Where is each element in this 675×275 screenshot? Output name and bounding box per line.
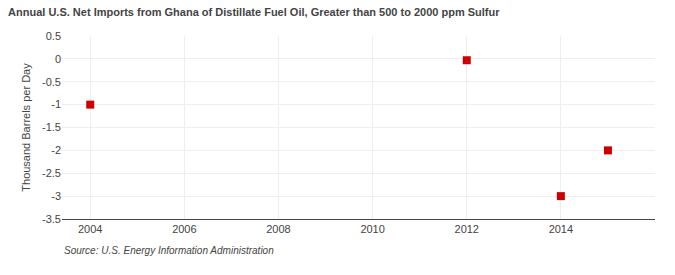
svg-text:-2.5: -2.5 bbox=[42, 167, 61, 179]
svg-text:Thousand Barrels per Day: Thousand Barrels per Day bbox=[20, 63, 32, 192]
svg-text:2006: 2006 bbox=[172, 223, 196, 235]
svg-text:0.5: 0.5 bbox=[46, 30, 61, 42]
svg-text:-1.5: -1.5 bbox=[42, 121, 61, 133]
svg-text:-2: -2 bbox=[51, 144, 61, 156]
svg-text:2008: 2008 bbox=[266, 223, 290, 235]
svg-text:Source: U.S. Energy Informatio: Source: U.S. Energy Information Administ… bbox=[64, 245, 274, 256]
svg-text:0: 0 bbox=[55, 53, 61, 65]
svg-text:2014: 2014 bbox=[549, 223, 573, 235]
svg-text:-3: -3 bbox=[51, 190, 61, 202]
svg-text:-3.5: -3.5 bbox=[42, 213, 61, 225]
svg-text:Annual U.S. Net Imports from G: Annual U.S. Net Imports from Ghana of Di… bbox=[8, 6, 500, 18]
svg-text:-1: -1 bbox=[51, 98, 61, 110]
svg-text:-0.5: -0.5 bbox=[42, 76, 61, 88]
svg-text:2012: 2012 bbox=[455, 223, 479, 235]
svg-text:2004: 2004 bbox=[78, 223, 102, 235]
svg-text:2010: 2010 bbox=[360, 223, 384, 235]
